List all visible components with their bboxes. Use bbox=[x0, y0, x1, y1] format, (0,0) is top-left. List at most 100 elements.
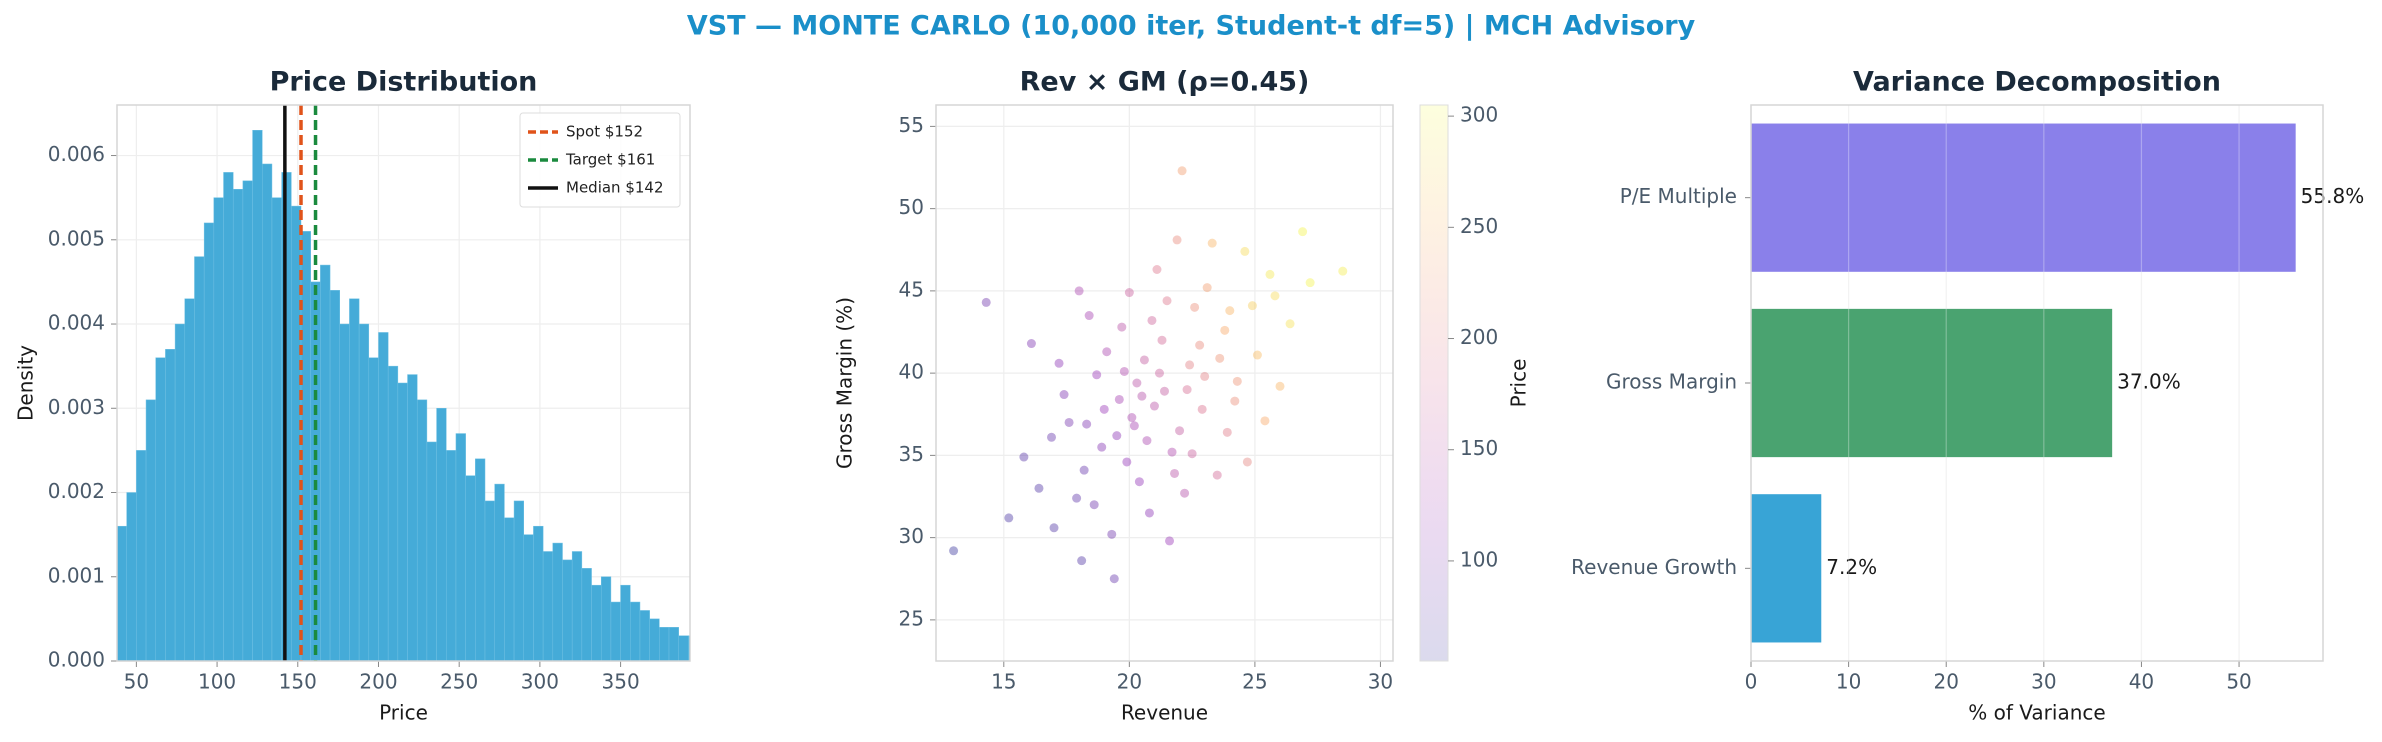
bars bbox=[117, 130, 690, 661]
histogram-bar bbox=[475, 458, 486, 661]
histogram-bar bbox=[184, 298, 195, 661]
histogram-bar bbox=[339, 323, 350, 661]
scatter-point bbox=[1124, 288, 1134, 298]
legend-box bbox=[519, 112, 681, 208]
scatter-point bbox=[1162, 296, 1172, 306]
histogram-bar bbox=[581, 568, 592, 661]
scatter-point bbox=[1054, 358, 1064, 368]
histogram-bar bbox=[455, 433, 466, 661]
x-tick-label: 350 bbox=[602, 670, 640, 694]
legend-label: Target $161 bbox=[565, 151, 655, 169]
histogram-bar bbox=[630, 601, 641, 661]
colorbar-tick-label: 300 bbox=[1460, 103, 1498, 127]
scatter-point bbox=[1149, 401, 1159, 411]
scatter-point bbox=[1175, 426, 1185, 436]
histogram-bar bbox=[165, 349, 176, 661]
scatter-point bbox=[1034, 483, 1044, 493]
histogram-bar bbox=[145, 399, 156, 661]
scatter-point bbox=[1074, 286, 1084, 296]
histogram-bar bbox=[513, 500, 524, 661]
scatter-point bbox=[1207, 238, 1217, 248]
scatter-point bbox=[1247, 301, 1257, 311]
scatter-point bbox=[1047, 432, 1057, 442]
scatter-point bbox=[1147, 315, 1157, 325]
scatter-point bbox=[1059, 390, 1069, 400]
scatter-point bbox=[1182, 385, 1192, 395]
bar bbox=[1751, 308, 2113, 458]
x-tick-label: 300 bbox=[521, 670, 559, 694]
histogram-bar bbox=[242, 180, 253, 661]
colorbar-tick-label: 250 bbox=[1460, 214, 1498, 238]
scatter-point bbox=[1089, 500, 1099, 510]
y-tick-label: 0.006 bbox=[48, 142, 105, 166]
histogram-bar bbox=[155, 357, 166, 661]
y-tick-label: 25 bbox=[899, 606, 924, 630]
histogram-bar bbox=[358, 323, 370, 661]
histogram-bar bbox=[136, 450, 147, 661]
scatter-point bbox=[1167, 447, 1177, 457]
scatter-point bbox=[1139, 355, 1149, 365]
scatter-point bbox=[1112, 431, 1122, 441]
value-label: 7.2% bbox=[1826, 555, 1877, 579]
histogram-bar bbox=[232, 188, 244, 661]
scatter-point bbox=[1154, 368, 1164, 378]
scatter-point bbox=[1165, 536, 1175, 546]
scatter-point bbox=[1240, 246, 1250, 256]
scatter-point bbox=[1230, 396, 1240, 406]
scatter-point bbox=[1242, 457, 1252, 467]
histogram-bar bbox=[397, 382, 408, 661]
x-axis-label: Price bbox=[379, 701, 428, 725]
legend-label: Spot $152 bbox=[566, 123, 643, 141]
histogram-bar bbox=[117, 525, 127, 661]
histogram-bar bbox=[552, 542, 563, 661]
histogram-bar bbox=[329, 290, 340, 661]
histogram-bar bbox=[610, 601, 621, 661]
histogram-bar bbox=[688, 635, 690, 661]
scatter-point bbox=[1197, 404, 1207, 414]
histogram-bar bbox=[533, 525, 544, 661]
histogram-bar bbox=[349, 298, 360, 661]
scatter-point bbox=[1084, 311, 1094, 321]
histogram-bar bbox=[600, 576, 612, 661]
scatter-point bbox=[1026, 339, 1036, 349]
scatter-point bbox=[1225, 306, 1235, 316]
y-axis-label: Gross Margin (%) bbox=[833, 297, 857, 469]
scatter-point bbox=[981, 297, 991, 307]
chart-title: Price Distribution bbox=[270, 67, 538, 98]
histogram-bar bbox=[378, 332, 389, 661]
scatter-point bbox=[1185, 360, 1195, 370]
scatter-point bbox=[1265, 269, 1275, 279]
scatter-point bbox=[1072, 493, 1082, 503]
colorbar-tick-label: 200 bbox=[1460, 325, 1498, 349]
x-tick-label: 50 bbox=[2226, 670, 2251, 694]
scatter-point bbox=[1338, 266, 1348, 276]
scatter-point bbox=[1180, 488, 1190, 498]
scatter-point bbox=[1195, 340, 1205, 350]
scatter-point bbox=[1102, 347, 1112, 357]
x-tick-label: 20 bbox=[1117, 670, 1142, 694]
x-tick-label: 100 bbox=[198, 670, 236, 694]
scatter-point bbox=[1260, 416, 1270, 426]
scatter-point bbox=[1220, 325, 1230, 335]
scatter-point bbox=[1119, 366, 1129, 376]
x-tick-label: 250 bbox=[440, 670, 478, 694]
x-tick-label: 50 bbox=[124, 670, 149, 694]
scatter-point bbox=[1144, 508, 1154, 518]
scatter-point bbox=[1049, 523, 1059, 533]
scatter-point bbox=[1160, 386, 1169, 396]
bar bbox=[1751, 494, 1822, 643]
scatter-point bbox=[1064, 417, 1074, 427]
y-tick-label: Gross Margin bbox=[1606, 370, 1737, 394]
scatter-point bbox=[1157, 335, 1167, 345]
histogram-bar bbox=[174, 323, 186, 661]
scatter-point bbox=[1305, 278, 1315, 288]
figure-title: VST — MONTE CARLO (10,000 iter, Student-… bbox=[687, 11, 1696, 42]
plot-area bbox=[1750, 104, 2324, 662]
histogram-bar bbox=[639, 610, 650, 661]
histogram-bar bbox=[262, 163, 273, 661]
scatter-point bbox=[1270, 291, 1280, 301]
scatter-point bbox=[1127, 413, 1137, 423]
plot-area bbox=[935, 104, 1394, 662]
x-tick-label: 25 bbox=[1242, 670, 1267, 694]
